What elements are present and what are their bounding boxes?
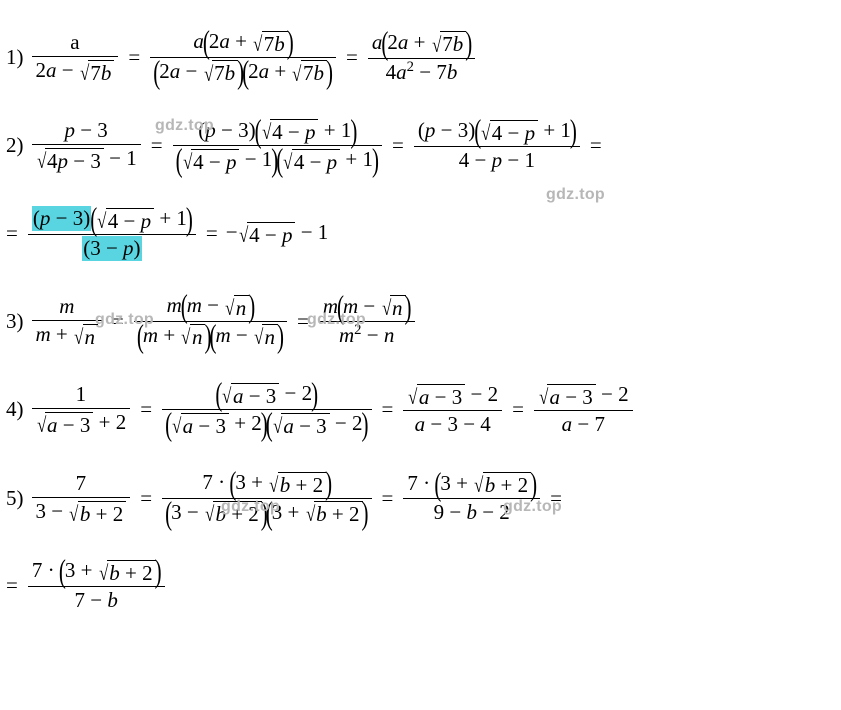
final-2: −√4 − p − 1 <box>226 220 329 247</box>
equals: = <box>346 45 358 70</box>
problem-5-cont: = 7 · (3 + √b + 2) 7 − b <box>6 557 835 614</box>
problem-number: 3) <box>6 309 24 334</box>
problem-3: 3) m m + √n = m(m − √n) (m + √n)(m − √n)… <box>6 292 835 351</box>
denominator: 2a − √7b <box>32 57 119 86</box>
frac-2d: (p − 3)(√4 − p + 1) (3 − p) <box>28 205 196 262</box>
numerator: a(2a + √7b) <box>189 28 296 57</box>
frac-5b: 7 · (3 + √b + 2) (3 − √b + 2)(3 + √b + 2… <box>162 469 371 528</box>
frac-5c: 7 · (3 + √b + 2) 9 − b − 2 <box>403 470 540 527</box>
denominator: (2a − √7b)(2a + √7b) <box>150 58 336 87</box>
frac-4a: 1 √a − 3 + 2 <box>32 381 131 438</box>
problem-4: 4) 1 √a − 3 + 2 = (√a − 3 − 2) (√a − 3 +… <box>6 380 835 439</box>
frac-5d: 7 · (3 + √b + 2) 7 − b <box>28 557 165 614</box>
frac-3c: m(m − √n) m2 − n <box>319 293 415 350</box>
problem-1: 1) a 2a − √7b = a(2a + √7b) (2a − √7b)(2… <box>6 28 835 87</box>
problem-number: 2) <box>6 133 24 158</box>
sqrt: √7b <box>79 60 115 85</box>
problem-number: 1) <box>6 45 24 70</box>
frac-1a: a 2a − √7b <box>32 29 119 86</box>
frac-4c: √a − 3 − 2 a − 3 − 4 <box>403 381 502 438</box>
problem-2-cont: = (p − 3)(√4 − p + 1) (3 − p) = −√4 − p … <box>6 205 835 262</box>
numerator: a <box>66 29 83 56</box>
frac-2a: p − 3 √4p − 3 − 1 <box>32 117 141 174</box>
problem-number: 4) <box>6 397 24 422</box>
page: 1) a 2a − √7b = a(2a + √7b) (2a − √7b)(2… <box>0 0 841 664</box>
equals: = <box>128 45 140 70</box>
problem-2: 2) p − 3 √4p − 3 − 1 = (p − 3)(√4 − p + … <box>6 117 835 176</box>
frac-3a: m m + √n <box>32 293 103 350</box>
frac-1c: a(2a + √7b) 4a2 − 7b <box>368 29 475 86</box>
frac-5a: 7 3 − √b + 2 <box>32 470 131 527</box>
highlight-teal: (p − 3) <box>32 206 91 231</box>
problem-5: 5) 7 3 − √b + 2 = 7 · (3 + √b + 2) (3 − … <box>6 469 835 528</box>
frac-1b: a(2a + √7b) (2a − √7b)(2a + √7b) <box>150 28 336 87</box>
frac-2b: (p − 3)(√4 − p + 1) (√4 − p − 1)(√4 − p … <box>173 117 382 176</box>
frac-4d: √a − 3 − 2 a − 7 <box>534 381 633 438</box>
frac-3b: m(m − √n) (m + √n)(m − √n) <box>134 292 287 351</box>
frac-4b: (√a − 3 − 2) (√a − 3 + 2)(√a − 3 − 2) <box>162 380 371 439</box>
frac-2c: (p − 3)(√4 − p + 1) 4 − p − 1 <box>414 117 580 174</box>
radical-icon: √ <box>80 60 89 85</box>
problem-number: 5) <box>6 486 24 511</box>
